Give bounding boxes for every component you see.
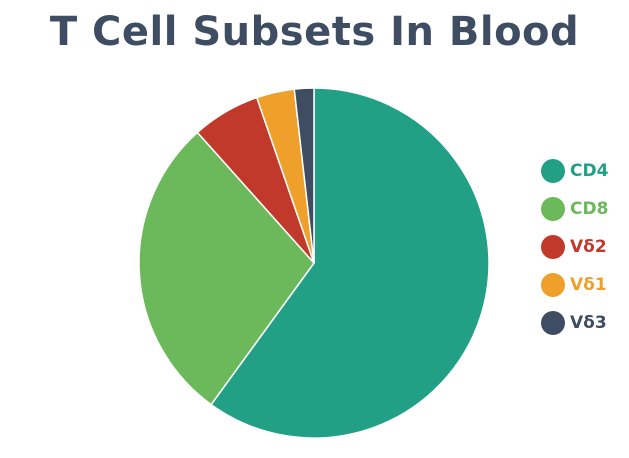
pie-slice-cd8 [138,131,315,406]
pie-slice-vδ3 [293,87,315,264]
legend-label: Vδ1 [570,275,607,295]
legend-item-vδ1: Vδ1 [541,266,627,304]
legend-swatch [541,311,565,335]
legend-swatch [541,197,565,221]
legend-label: CD8 [570,199,609,219]
legend-label: Vδ3 [570,313,607,333]
legend-item-cd8: CD8 [541,190,627,228]
legend-label: CD4 [570,161,609,181]
legend-swatch [541,235,565,259]
legend-swatch [541,159,565,183]
legend-label: Vδ2 [570,237,607,257]
chart-title: T Cell Subsets In Blood [49,9,580,55]
legend-item-vδ3: Vδ3 [541,304,627,342]
pie-slice-cd4 [210,87,490,439]
legend-item-vδ2: Vδ2 [541,228,627,266]
legend-item-cd4: CD4 [541,152,627,190]
legend-swatch [541,273,565,297]
chart-legend: CD4 CD8 Vδ2 Vδ1 Vδ3 [541,152,627,342]
